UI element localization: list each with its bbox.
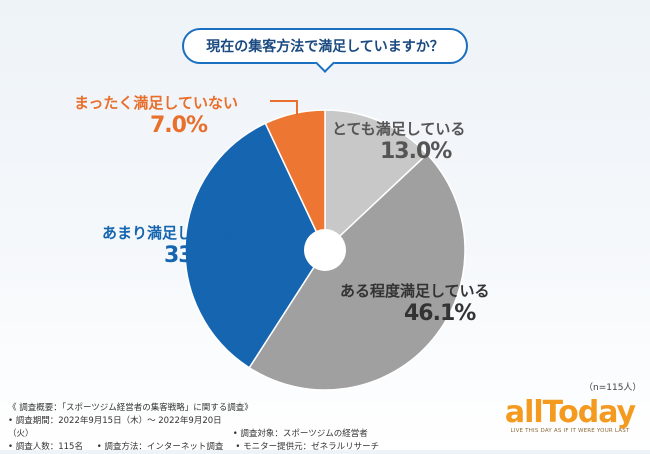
sample-size: （n=115人） xyxy=(584,383,642,393)
logo-mark: allToday xyxy=(504,395,636,430)
slice-percent: 33.9% xyxy=(164,243,236,268)
chart-title: 現在の集客方法で満足していますか？ xyxy=(182,28,468,64)
slice-percent: 7.0% xyxy=(150,113,208,138)
slice-percent: 13.0% xyxy=(380,139,452,164)
pie-center-hole xyxy=(304,229,346,271)
slice-label-not-very-satisfied: あまり満足していない 33.9% xyxy=(102,222,252,268)
slice-name: ある程度満足している xyxy=(340,282,490,300)
notes-row: • 調査人数：115名 • 調査方法：インターネット調査 • モニター提供元：ゼ… xyxy=(8,441,379,454)
notes-row: • 調査期間：2022年9月15日（木）～ 2022年9月20日（火） • 調査… xyxy=(8,415,379,441)
slice-label-very-satisfied: とても満足している 13.0% xyxy=(332,118,465,164)
survey-notes: 《 調査概要：「スポーツジム経営者の集客戦略」に関する調査》 • 調査期間：20… xyxy=(8,402,379,454)
notes-provider: • モニター提供元：ゼネラルリサーチ xyxy=(235,442,380,452)
notes-period: • 調査期間：2022年9月15日（木）～ 2022年9月20日（火） xyxy=(8,416,222,439)
slice-name: あまり満足していない xyxy=(102,224,252,242)
alltoday-logo: allToday LIVE THIS DAY AS IF IT WERE YOU… xyxy=(500,395,640,435)
leader-line xyxy=(270,100,298,116)
slice-percent: 46.1% xyxy=(404,301,476,326)
title-wrap: 現在の集客方法で満足していますか？ xyxy=(0,28,650,64)
logo-tagline: LIVE THIS DAY AS IF IT WERE YOUR LAST xyxy=(510,428,630,434)
pie-slice-not-very-satisfied xyxy=(184,122,326,369)
slice-name: とても満足している xyxy=(332,120,466,138)
slice-label-somewhat-satisfied: ある程度満足している 46.1% xyxy=(340,280,490,326)
slice-label-not-at-all-satisfied: まったく満足していない 7.0% xyxy=(74,92,238,138)
pie-slice-not-at-all-satisfied xyxy=(264,109,326,251)
slice-name: まったく満足していない xyxy=(74,94,238,112)
notes-heading: 《 調査概要：「スポーツジム経営者の集客戦略」に関する調査》 xyxy=(8,403,253,413)
notes-count: • 調査人数：115名 xyxy=(8,442,83,452)
pie-slice-somewhat-satisfied xyxy=(248,153,466,391)
pie-slice-very-satisfied xyxy=(324,109,429,252)
notes-method: • 調査方法：インターネット調査 xyxy=(96,442,224,452)
notes-target: • 調査対象：スポーツジムの経営者 xyxy=(232,429,368,439)
